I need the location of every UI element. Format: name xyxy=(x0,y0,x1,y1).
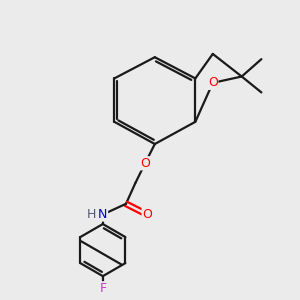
Text: N: N xyxy=(98,208,107,221)
Text: O: O xyxy=(142,208,152,221)
Text: O: O xyxy=(208,76,218,89)
Text: F: F xyxy=(99,282,106,295)
Text: O: O xyxy=(140,157,150,170)
Text: H: H xyxy=(87,208,96,221)
